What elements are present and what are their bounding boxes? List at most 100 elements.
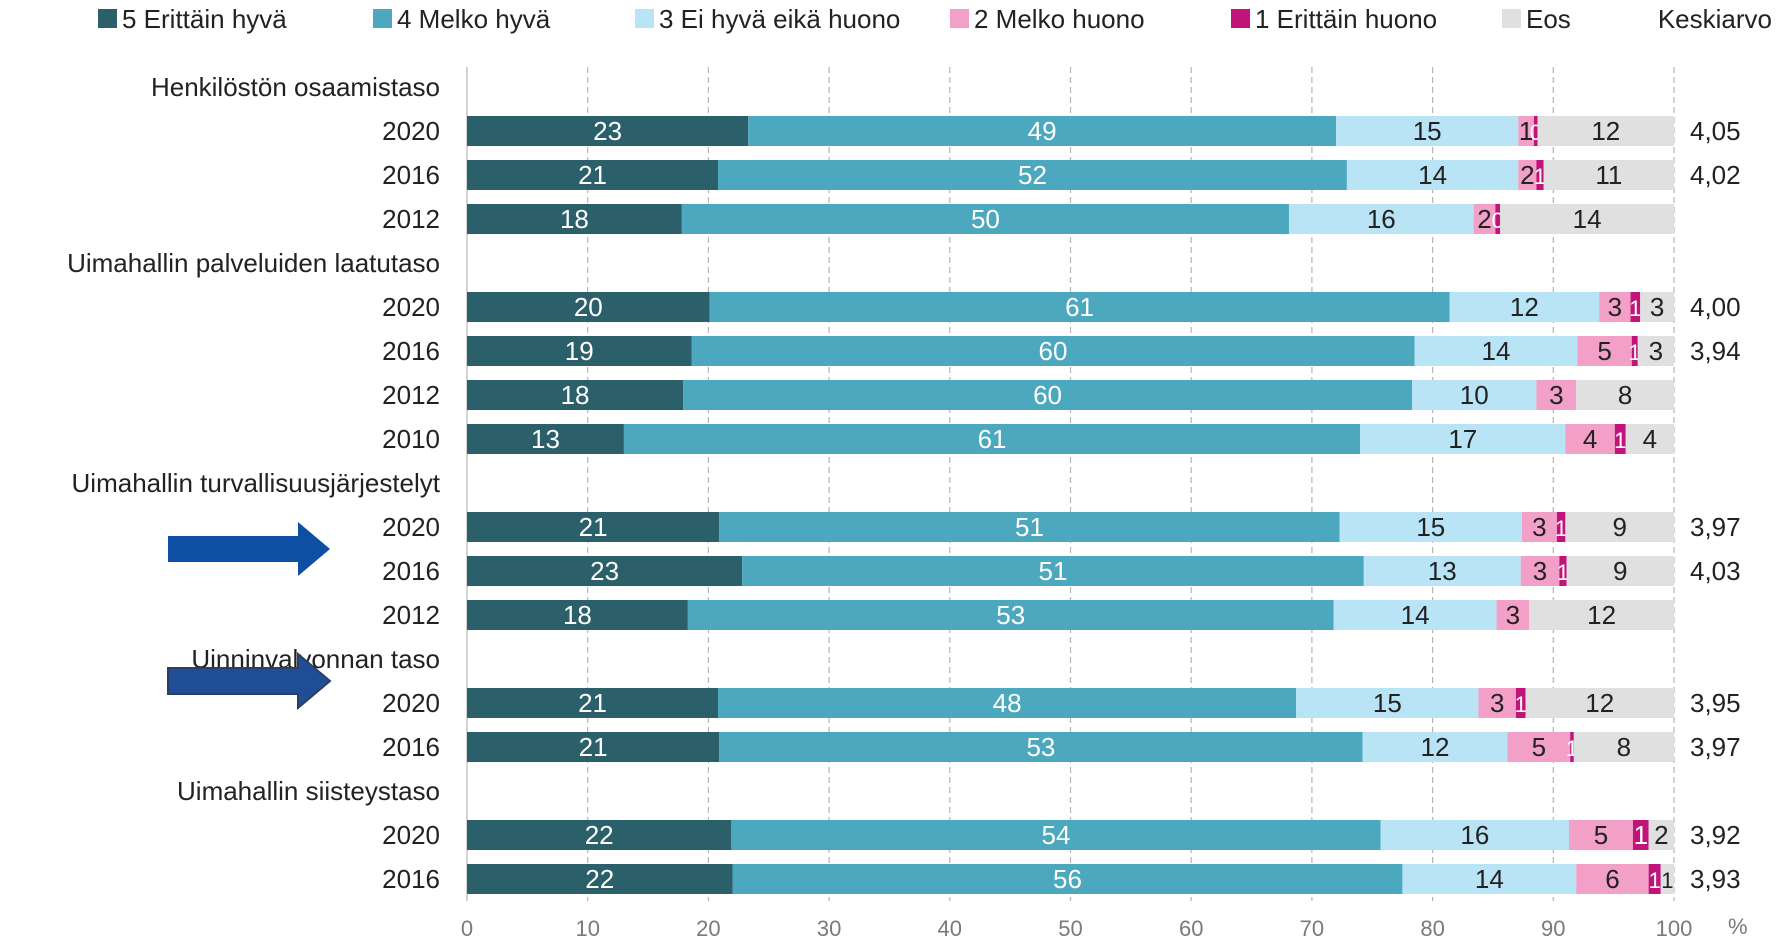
data-label: 21: [578, 688, 607, 718]
data-label: 12: [1510, 292, 1539, 322]
bar-segment-4-melko-hyva: [691, 336, 1415, 366]
bar-segment-2-melko-huono: [1536, 380, 1577, 410]
arrows: [167, 522, 332, 711]
average-value: 3,97: [1690, 732, 1741, 762]
bar-segment-1-erittain-huono: [1495, 204, 1501, 234]
average-value: 4,03: [1690, 556, 1741, 586]
data-label: 11: [1595, 160, 1622, 190]
bar-segment-eos: [1576, 380, 1674, 410]
data-label: 23: [593, 116, 622, 146]
bar-segment-2-melko-huono: [1599, 292, 1631, 322]
data-label: 61: [1065, 292, 1094, 322]
data-label: 1: [1634, 820, 1648, 850]
legend-item-4-melko-hyva: 4 Melko hyvä: [373, 4, 551, 34]
bar-row-uimahallin-turvallisuusjarjestelyt-2016: 2016 23 51 13 3 1 9 4,03: [382, 556, 1741, 586]
bar-segment-5-erittain-hyva: [467, 424, 624, 454]
data-label: 3: [1608, 292, 1622, 322]
data-label: 9: [1612, 512, 1626, 542]
tick-label: 100: [1656, 916, 1693, 941]
bar-segment-4-melko-hyva: [718, 160, 1347, 190]
bar-segment-1-erittain-huono: [1630, 292, 1641, 322]
bar-segment-1-erittain-huono: [1570, 732, 1574, 762]
data-label: 49: [1028, 116, 1057, 146]
data-label: 48: [993, 688, 1022, 718]
legend: 5 Erittäin hyvä 4 Melko hyvä 3 Ei hyvä eik…: [98, 4, 1772, 34]
bar-segment-4-melko-hyva: [623, 424, 1361, 454]
tick-label: 90: [1541, 916, 1565, 941]
bar-segment-5-erittain-hyva: [467, 732, 720, 762]
data-label: 56: [1053, 864, 1082, 894]
data-label: 15: [1413, 116, 1442, 146]
year-label: 2020: [382, 688, 440, 718]
year-label: 2016: [382, 732, 440, 762]
category-label-uimahallin-siisteystaso: Uimahallin siisteystaso: [177, 776, 440, 806]
x-axis: 0 10 20 30 40 50 60 70 80 90 100%: [461, 914, 1748, 941]
data-label: 13: [1428, 556, 1457, 586]
bar-segment-1-erittain-huono: [1632, 820, 1649, 850]
average-value: 3,92: [1690, 820, 1741, 850]
bar-segment-4-melko-hyva: [748, 116, 1337, 146]
bar-segment-5-erittain-hyva: [467, 600, 688, 630]
tick-label: 10: [575, 916, 599, 941]
bar-segment-2-melko-huono: [1518, 160, 1537, 190]
bar-segment-5-erittain-hyva: [467, 820, 732, 850]
data-label: 5: [1532, 732, 1546, 762]
data-label: 10: [1460, 380, 1489, 410]
year-label: 2016: [382, 556, 440, 586]
grid: [466, 67, 1675, 901]
bar-segment-3-ei-hyva-eika-huono: [1402, 864, 1577, 894]
bar-segment-eos: [1648, 820, 1674, 850]
average-value: 3,97: [1690, 512, 1741, 542]
bar-segment-eos: [1640, 292, 1674, 322]
bar-row-uinninvalvonnan-taso-2016: 2016 21 53 12 5 1 8 3,97: [382, 732, 1741, 762]
data-label: 2: [1654, 820, 1668, 850]
year-label: 2020: [382, 820, 440, 850]
data-label: 2: [1477, 204, 1491, 234]
data-label: 16: [1367, 204, 1396, 234]
data-label: 4: [1643, 424, 1657, 454]
bar-segment-2-melko-huono: [1496, 600, 1530, 630]
legend-label: 4 Melko hyvä: [397, 4, 551, 34]
data-label: 14: [1482, 336, 1511, 366]
data-label: 5: [1597, 336, 1611, 366]
legend-swatch: [950, 9, 969, 28]
data-label: 13: [531, 424, 560, 454]
bar-segment-3-ei-hyva-eika-huono: [1339, 512, 1522, 542]
data-label: 3: [1649, 336, 1663, 366]
bar-segment-eos: [1525, 688, 1674, 718]
legend-item-3-ei-hyva-eika-huono: 3 Ei hyvä eikä huono: [635, 4, 900, 34]
bar-segment-3-ei-hyva-eika-huono: [1346, 160, 1519, 190]
data-label: 1: [1629, 296, 1641, 321]
right-arrow-icon: [167, 651, 332, 711]
legend-label: 1 Erittäin huono: [1255, 4, 1437, 34]
bar-segment-3-ei-hyva-eika-huono: [1414, 336, 1578, 366]
category-label-henkiloston-osaamistaso: Henkilöstön osaamistaso: [151, 72, 440, 102]
data-label: 3: [1549, 380, 1563, 410]
tick-label: 40: [938, 916, 962, 941]
data-label: 1: [1534, 164, 1546, 189]
bar-segment-2-melko-huono: [1473, 204, 1496, 234]
data-label: 14: [1475, 864, 1504, 894]
legend-item-1-erittain-huono: 1 Erittäin huono: [1231, 4, 1437, 34]
bar-segment-4-melko-hyva: [681, 204, 1289, 234]
legend-swatch: [1502, 9, 1521, 28]
bar-segment-2-melko-huono: [1507, 732, 1571, 762]
data-label: 3: [1490, 688, 1504, 718]
data-label: 4: [1583, 424, 1597, 454]
bar-segment-5-erittain-hyva: [467, 336, 692, 366]
data-label: 12: [1585, 688, 1614, 718]
data-label: 52: [1018, 160, 1047, 190]
data-label: 1: [1515, 692, 1527, 717]
bar-row-uimahallin-siisteystaso-2020: 2020 22 54 16 5 1 2 3,92: [382, 820, 1741, 850]
tick-label: 20: [696, 916, 720, 941]
bar-segment-eos: [1573, 732, 1674, 762]
bar-segment-4-melko-hyva: [732, 864, 1403, 894]
data-label: 12: [1591, 116, 1620, 146]
bar-segment-1-erittain-huono: [1559, 556, 1567, 586]
year-label: 2016: [382, 160, 440, 190]
bar-segment-1-erittain-huono: [1533, 116, 1538, 146]
data-label: 23: [590, 556, 619, 586]
data-label: 1: [1555, 516, 1567, 541]
year-label: 2012: [382, 204, 440, 234]
